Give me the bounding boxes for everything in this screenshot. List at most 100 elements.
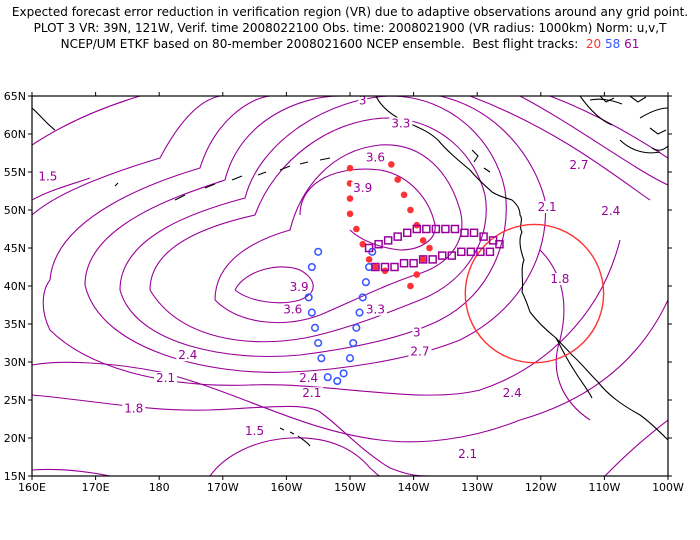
coast-canada-islands — [579, 96, 668, 154]
contour-label-bg — [176, 349, 200, 362]
contour-label: 3 — [413, 325, 421, 339]
track-20-point — [388, 161, 395, 168]
coast-kamchatka — [32, 107, 56, 131]
contour-label: 2.7 — [410, 344, 429, 358]
track-61-point — [412, 224, 422, 234]
lon-label: 170E — [82, 481, 110, 494]
contour-label-bg — [287, 280, 311, 293]
track-61-point — [437, 251, 447, 260]
track-58-point — [339, 369, 348, 378]
contour-label-bg — [358, 94, 368, 107]
track-number-61: 61 — [624, 37, 640, 51]
contour-label: 1.5 — [245, 424, 264, 438]
lat-label: 35N — [4, 318, 26, 331]
lon-label: 160W — [270, 481, 302, 494]
contour-label: 1.8 — [550, 272, 569, 286]
track-61-point — [380, 262, 390, 272]
track-61-point — [399, 258, 409, 268]
contour-label: 3 — [359, 94, 367, 108]
verification-region-circle — [464, 223, 605, 364]
track-58-point — [310, 323, 320, 332]
lat-label: 15N — [4, 470, 26, 483]
lat-label: 25N — [4, 394, 26, 407]
contour-label-bg — [36, 170, 60, 183]
track-61-point — [466, 247, 476, 257]
contour-labels: 1.533.33.63.92.72.42.11.83.93.6 3.332.72.… — [36, 94, 623, 461]
title-line-1: Expected forecast error reduction in ver… — [11, 5, 689, 19]
track-20-point — [400, 191, 408, 199]
lon-label: 150W — [334, 481, 366, 494]
track-20-point — [346, 164, 354, 172]
title-line-2: PLOT 3 VR: 39N, 121W, Verif. time 200802… — [33, 21, 667, 35]
contour-label: 2.4 — [299, 371, 318, 385]
lat-label: 55N — [4, 166, 26, 179]
contour-3 — [119, 96, 507, 358]
contour-label: 2.1 — [458, 447, 477, 461]
lat-label: 40N — [4, 280, 26, 293]
contour-label-bg — [535, 201, 559, 213]
track-61-point — [495, 239, 504, 249]
contour-label-bg — [154, 372, 178, 384]
track-58-point — [349, 338, 358, 348]
lon-label: 140W — [398, 481, 430, 494]
track-61-point — [457, 247, 466, 257]
track-number-58: 58 — [605, 37, 621, 51]
track-58-point — [323, 373, 332, 382]
lat-label: 50N — [4, 204, 26, 217]
coastlines — [32, 96, 668, 447]
lon-label: 160E — [18, 481, 46, 494]
contour-label: 2.4 — [178, 348, 197, 362]
track-61-point — [431, 224, 441, 234]
plot-header: Expected forecast error reduction in ver… — [0, 4, 700, 52]
track-61-point — [479, 232, 488, 241]
contour-label-bg — [122, 402, 146, 415]
track-61-point — [383, 236, 393, 245]
track-20-point — [407, 282, 414, 290]
contour-label: 2.4 — [601, 204, 620, 218]
contour-label-bg — [412, 326, 422, 339]
track-number-20: 20 — [585, 37, 602, 51]
track-58-point — [314, 247, 323, 256]
contour-label: 3.9 — [353, 181, 372, 195]
contour-label-bg — [389, 117, 413, 130]
lat-label: 45N — [4, 242, 26, 255]
track-61-point — [485, 247, 495, 257]
coast-baja — [555, 337, 593, 399]
title-line-3: NCEP/UM ETKF based on 80-member 20080216… — [0, 36, 700, 52]
contour-label: 2.4 — [503, 386, 522, 400]
contour-label-bg — [363, 151, 387, 164]
title-line-3-text: NCEP/UM ETKF based on 80-member 20080216… — [60, 37, 579, 51]
track-61-point — [390, 262, 399, 272]
contour-label-bg — [408, 345, 432, 358]
track-58-point — [307, 262, 316, 272]
contour-label-bg — [500, 387, 524, 400]
contour-label-bg — [297, 372, 321, 384]
coast-hawaii — [279, 427, 311, 447]
track-58-point — [304, 293, 313, 302]
contour-label-bg — [243, 425, 267, 438]
lat-label: 30N — [4, 356, 26, 369]
contour-label: 2.1 — [538, 200, 557, 214]
lat-label: 20N — [4, 432, 26, 445]
track-58-point — [333, 376, 342, 386]
contour-2-4 — [42, 96, 651, 396]
track-20-point — [346, 210, 354, 218]
contour-1-8-east — [539, 249, 591, 421]
track-61-point — [422, 224, 431, 234]
track-20-point — [365, 256, 373, 263]
contour-label: 3.6 — [366, 151, 385, 165]
track-61-point — [447, 251, 457, 260]
track-20-point — [394, 176, 402, 183]
contour-label: 3.3 — [366, 303, 385, 317]
track-61-point — [469, 228, 479, 238]
contour-label: 1.5 — [38, 170, 57, 184]
track-20-point — [353, 225, 360, 233]
contour-label-bg — [456, 448, 480, 460]
coast-arctic-islands — [599, 96, 668, 151]
track-20-point — [359, 240, 367, 248]
contour-label: 2.1 — [302, 386, 321, 400]
track-61-point — [374, 239, 383, 249]
track-61-point — [428, 255, 437, 264]
track-58-point — [317, 354, 326, 363]
